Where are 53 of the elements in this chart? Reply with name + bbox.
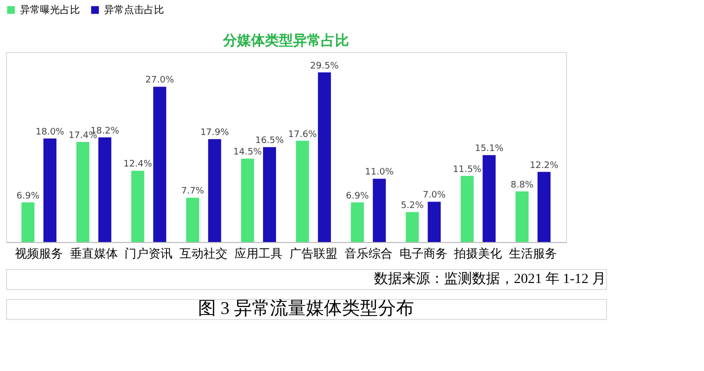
bar: [21, 202, 34, 242]
data-label: 15.1%: [474, 144, 504, 154]
legend-label: 异常曝光占比: [20, 4, 80, 16]
bar: [372, 178, 386, 242]
bar: [263, 147, 276, 242]
data-label: 8.8%: [510, 180, 534, 190]
data-label: 7.7%: [181, 186, 205, 197]
data-label: 11.5%: [452, 164, 482, 175]
source-note: 数据来源：监测数据，2021 年 1-12 月: [374, 271, 606, 287]
x-tick-label: 视频服务: [14, 246, 63, 260]
bar: [131, 170, 144, 242]
x-tick-label: 电子商务: [399, 246, 448, 260]
x-tick-label: 门户资讯: [124, 246, 173, 260]
data-label: 27.0%: [145, 76, 174, 86]
x-tick-label: 生活服务: [509, 246, 558, 260]
bar: [76, 142, 90, 242]
caption: 图 3 异常流量媒体类型分布: [198, 298, 414, 318]
data-label: 12.2%: [530, 160, 559, 171]
bar: [208, 139, 222, 242]
data-label: 14.5%: [233, 148, 262, 158]
data-label: 17.9%: [200, 128, 230, 138]
data-label: 6.9%: [346, 191, 370, 202]
bar: [538, 172, 551, 242]
data-label: 5.2%: [400, 201, 424, 212]
chart-title: 分媒体类型异常占比: [222, 33, 349, 49]
x-tick-label: 互动社交: [180, 246, 228, 260]
x-tick-label: 拍摄美化: [453, 246, 502, 260]
data-label: 16.5%: [255, 136, 284, 146]
x-tick-label: 广告联盟: [289, 246, 338, 260]
data-label: 12.4%: [123, 160, 153, 170]
bar: [241, 158, 254, 242]
bar: [43, 138, 56, 242]
data-label: 18.0%: [36, 127, 65, 138]
bar: [186, 198, 200, 242]
bar: [482, 155, 496, 242]
x-tick-label: 垂直媒体: [70, 246, 118, 260]
bar: [406, 212, 419, 242]
bar: [98, 137, 112, 242]
bar: [296, 140, 309, 242]
bar: [460, 176, 474, 242]
x-tick-label: 应用工具: [234, 246, 283, 260]
data-label: 6.9%: [16, 191, 40, 202]
data-label: 29.5%: [310, 61, 340, 72]
bar: [428, 202, 441, 242]
x-tick-label: 音乐综合: [344, 246, 392, 260]
data-label: 17.6%: [288, 130, 318, 140]
data-label: 11.0%: [365, 168, 394, 178]
bar: [516, 191, 529, 242]
legend-label: 异常点击占比: [104, 4, 164, 16]
bar: [153, 86, 166, 242]
bar: [350, 202, 364, 242]
bar: [318, 72, 331, 242]
data-label: 7.0%: [422, 190, 446, 201]
